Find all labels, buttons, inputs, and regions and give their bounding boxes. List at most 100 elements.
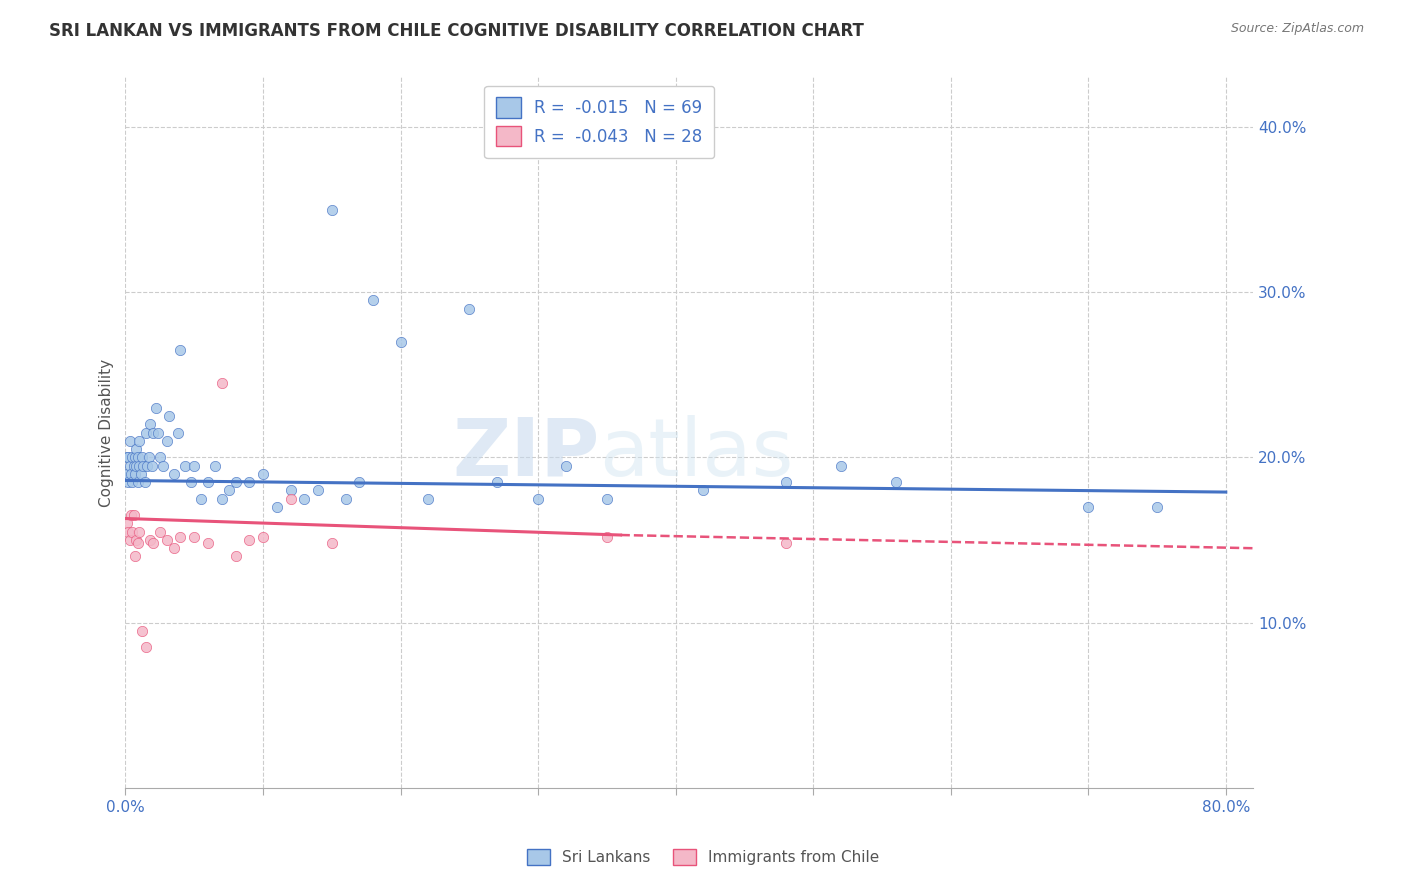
Point — [127, 450, 149, 465]
Point — [884, 475, 907, 490]
Point — [190, 491, 212, 506]
Text: SRI LANKAN VS IMMIGRANTS FROM CHILE COGNITIVE DISABILITY CORRELATION CHART: SRI LANKAN VS IMMIGRANTS FROM CHILE COGN… — [49, 22, 865, 40]
Point — [125, 442, 148, 456]
Point — [389, 334, 412, 349]
Point — [124, 450, 146, 465]
Point — [139, 533, 162, 547]
Text: Source: ZipAtlas.com: Source: ZipAtlas.com — [1230, 22, 1364, 36]
Point — [183, 458, 205, 473]
Point — [224, 475, 246, 490]
Point — [115, 516, 138, 531]
Point — [169, 530, 191, 544]
Point — [197, 536, 219, 550]
Point — [169, 343, 191, 357]
Point — [118, 434, 141, 448]
Point — [115, 467, 138, 481]
Point — [1146, 500, 1168, 514]
Point — [118, 458, 141, 473]
Point — [124, 467, 146, 481]
Point — [162, 467, 184, 481]
Point — [596, 530, 619, 544]
Y-axis label: Cognitive Disability: Cognitive Disability — [100, 359, 114, 507]
Point — [135, 425, 157, 440]
Point — [173, 458, 195, 473]
Point — [124, 549, 146, 564]
Point — [156, 533, 179, 547]
Point — [224, 549, 246, 564]
Point — [122, 458, 145, 473]
Point — [280, 491, 302, 506]
Point — [252, 467, 274, 481]
Point — [142, 536, 165, 550]
Point — [485, 475, 508, 490]
Point — [135, 640, 157, 655]
Point — [349, 475, 371, 490]
Point — [122, 508, 145, 523]
Point — [118, 533, 141, 547]
Point — [141, 458, 163, 473]
Point — [596, 491, 619, 506]
Point — [266, 500, 288, 514]
Point — [775, 536, 797, 550]
Point — [211, 491, 233, 506]
Point — [149, 524, 172, 539]
Text: ZIP: ZIP — [451, 415, 599, 493]
Point — [115, 450, 138, 465]
Legend: R =  -0.015   N = 69, R =  -0.043   N = 28: R = -0.015 N = 69, R = -0.043 N = 28 — [484, 86, 714, 158]
Point — [218, 483, 240, 498]
Point — [117, 475, 139, 490]
Point — [166, 425, 188, 440]
Point — [180, 475, 202, 490]
Point — [128, 524, 150, 539]
Point — [128, 458, 150, 473]
Point — [211, 376, 233, 390]
Point — [554, 458, 576, 473]
Point — [361, 293, 384, 308]
Point — [148, 425, 170, 440]
Point — [307, 483, 329, 498]
Point — [183, 530, 205, 544]
Point — [129, 467, 152, 481]
Point — [120, 508, 142, 523]
Point — [238, 475, 260, 490]
Point — [138, 450, 160, 465]
Point — [321, 536, 343, 550]
Point — [335, 491, 357, 506]
Point — [252, 530, 274, 544]
Point — [127, 475, 149, 490]
Point — [139, 417, 162, 432]
Point — [280, 483, 302, 498]
Point — [292, 491, 315, 506]
Point — [132, 458, 155, 473]
Point — [1077, 500, 1099, 514]
Point — [458, 301, 481, 316]
Point — [136, 458, 159, 473]
Point — [121, 475, 143, 490]
Point — [131, 624, 153, 638]
Point — [830, 458, 852, 473]
Point — [125, 458, 148, 473]
Point — [121, 524, 143, 539]
Point — [127, 536, 149, 550]
Point — [149, 450, 172, 465]
Point — [128, 434, 150, 448]
Point — [120, 467, 142, 481]
Point — [162, 541, 184, 556]
Point — [152, 458, 174, 473]
Point — [156, 434, 179, 448]
Point — [121, 450, 143, 465]
Point — [204, 458, 226, 473]
Point — [416, 491, 439, 506]
Point — [142, 425, 165, 440]
Point — [117, 450, 139, 465]
Point — [134, 475, 156, 490]
Point — [321, 202, 343, 217]
Point — [145, 401, 167, 415]
Point — [527, 491, 550, 506]
Point — [238, 533, 260, 547]
Point — [125, 533, 148, 547]
Point — [692, 483, 714, 498]
Point — [131, 450, 153, 465]
Point — [117, 524, 139, 539]
Legend: Sri Lankans, Immigrants from Chile: Sri Lankans, Immigrants from Chile — [520, 843, 886, 871]
